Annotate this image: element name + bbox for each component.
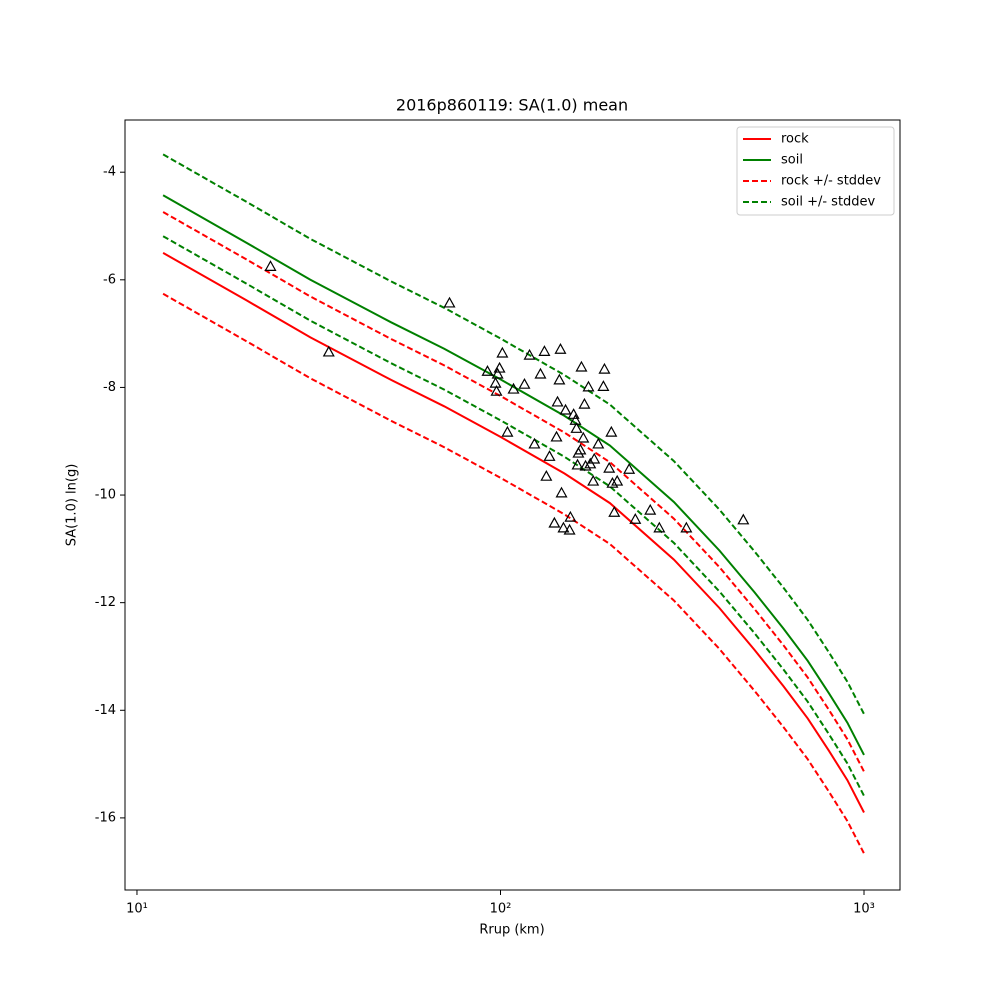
stddev-upper-line bbox=[162, 211, 865, 773]
data-point bbox=[264, 260, 277, 271]
data-point bbox=[577, 431, 590, 443]
data-point bbox=[582, 380, 595, 392]
data-point bbox=[737, 513, 750, 525]
data-point bbox=[574, 443, 587, 455]
data-point bbox=[598, 362, 611, 374]
data-point bbox=[543, 450, 556, 461]
data-point bbox=[564, 510, 577, 522]
legend-label: soil bbox=[781, 153, 803, 168]
data-point bbox=[588, 452, 601, 464]
data-point bbox=[548, 516, 561, 528]
data-point bbox=[597, 380, 610, 391]
legend-label: soil +/- stddev bbox=[781, 195, 876, 210]
legend: rock soil rock +/- stddev soil +/- stddev bbox=[736, 126, 895, 216]
stddev-upper-line bbox=[162, 153, 865, 715]
line bbox=[162, 252, 865, 813]
data-point bbox=[644, 503, 657, 515]
data-point bbox=[496, 346, 509, 358]
x-tick-label: 10² bbox=[490, 902, 512, 917]
data-point bbox=[605, 425, 618, 437]
plot-frame bbox=[124, 119, 901, 891]
data-point bbox=[571, 458, 584, 470]
data-point bbox=[611, 474, 624, 486]
data-point bbox=[540, 469, 553, 481]
data-point bbox=[534, 367, 547, 379]
y-tick-label: -14 bbox=[95, 703, 116, 718]
data-point bbox=[481, 365, 494, 376]
data-point bbox=[518, 377, 531, 389]
data-point bbox=[528, 437, 541, 449]
y-tick-label: -10 bbox=[95, 488, 116, 503]
data-point bbox=[563, 523, 576, 535]
data-point bbox=[570, 422, 583, 433]
legend-label: rock +/- stddev bbox=[781, 174, 881, 189]
legend-box bbox=[736, 126, 895, 216]
data-point bbox=[550, 430, 563, 442]
y-tick-label: -8 bbox=[103, 380, 116, 395]
data-point bbox=[575, 360, 588, 372]
data-point bbox=[554, 342, 567, 354]
data-point bbox=[592, 437, 605, 449]
data-point bbox=[587, 474, 600, 486]
chart-title: 2016p860119: SA(1.0) mean bbox=[396, 96, 628, 115]
data-point bbox=[490, 384, 503, 396]
data-point bbox=[555, 486, 568, 498]
line bbox=[162, 194, 865, 756]
data-point bbox=[557, 521, 570, 533]
x-tick-label: 10³ bbox=[853, 902, 875, 917]
data-point bbox=[501, 425, 514, 437]
data-point bbox=[491, 367, 504, 379]
data-point bbox=[623, 462, 636, 474]
data-point bbox=[443, 296, 456, 308]
y-tick-label: -12 bbox=[95, 595, 116, 610]
data-point bbox=[559, 403, 572, 415]
y-tick-label: -4 bbox=[103, 165, 116, 180]
data-point bbox=[322, 345, 335, 357]
x-tick-label: 10¹ bbox=[126, 902, 148, 917]
data-point bbox=[553, 373, 566, 385]
data-point bbox=[603, 461, 616, 473]
y-tick-label: -6 bbox=[103, 272, 116, 287]
data-point bbox=[579, 459, 592, 471]
data-point bbox=[606, 476, 619, 488]
data-point bbox=[653, 521, 666, 533]
data-point bbox=[507, 382, 520, 394]
data-point bbox=[608, 506, 621, 517]
data-point bbox=[551, 395, 564, 407]
data-point bbox=[680, 521, 693, 533]
stddev-lower-line bbox=[162, 235, 865, 797]
stddev-lower-line bbox=[162, 292, 865, 854]
y-axis-label: SA(1.0) ln(g) bbox=[65, 464, 80, 547]
legend-label: rock bbox=[781, 132, 809, 147]
x-axis-label: Rrup (km) bbox=[479, 923, 544, 938]
data-point bbox=[523, 348, 536, 360]
data-point bbox=[578, 397, 591, 409]
data-point bbox=[538, 345, 551, 356]
data-point bbox=[629, 513, 642, 524]
y-tick-label: -16 bbox=[95, 810, 116, 825]
